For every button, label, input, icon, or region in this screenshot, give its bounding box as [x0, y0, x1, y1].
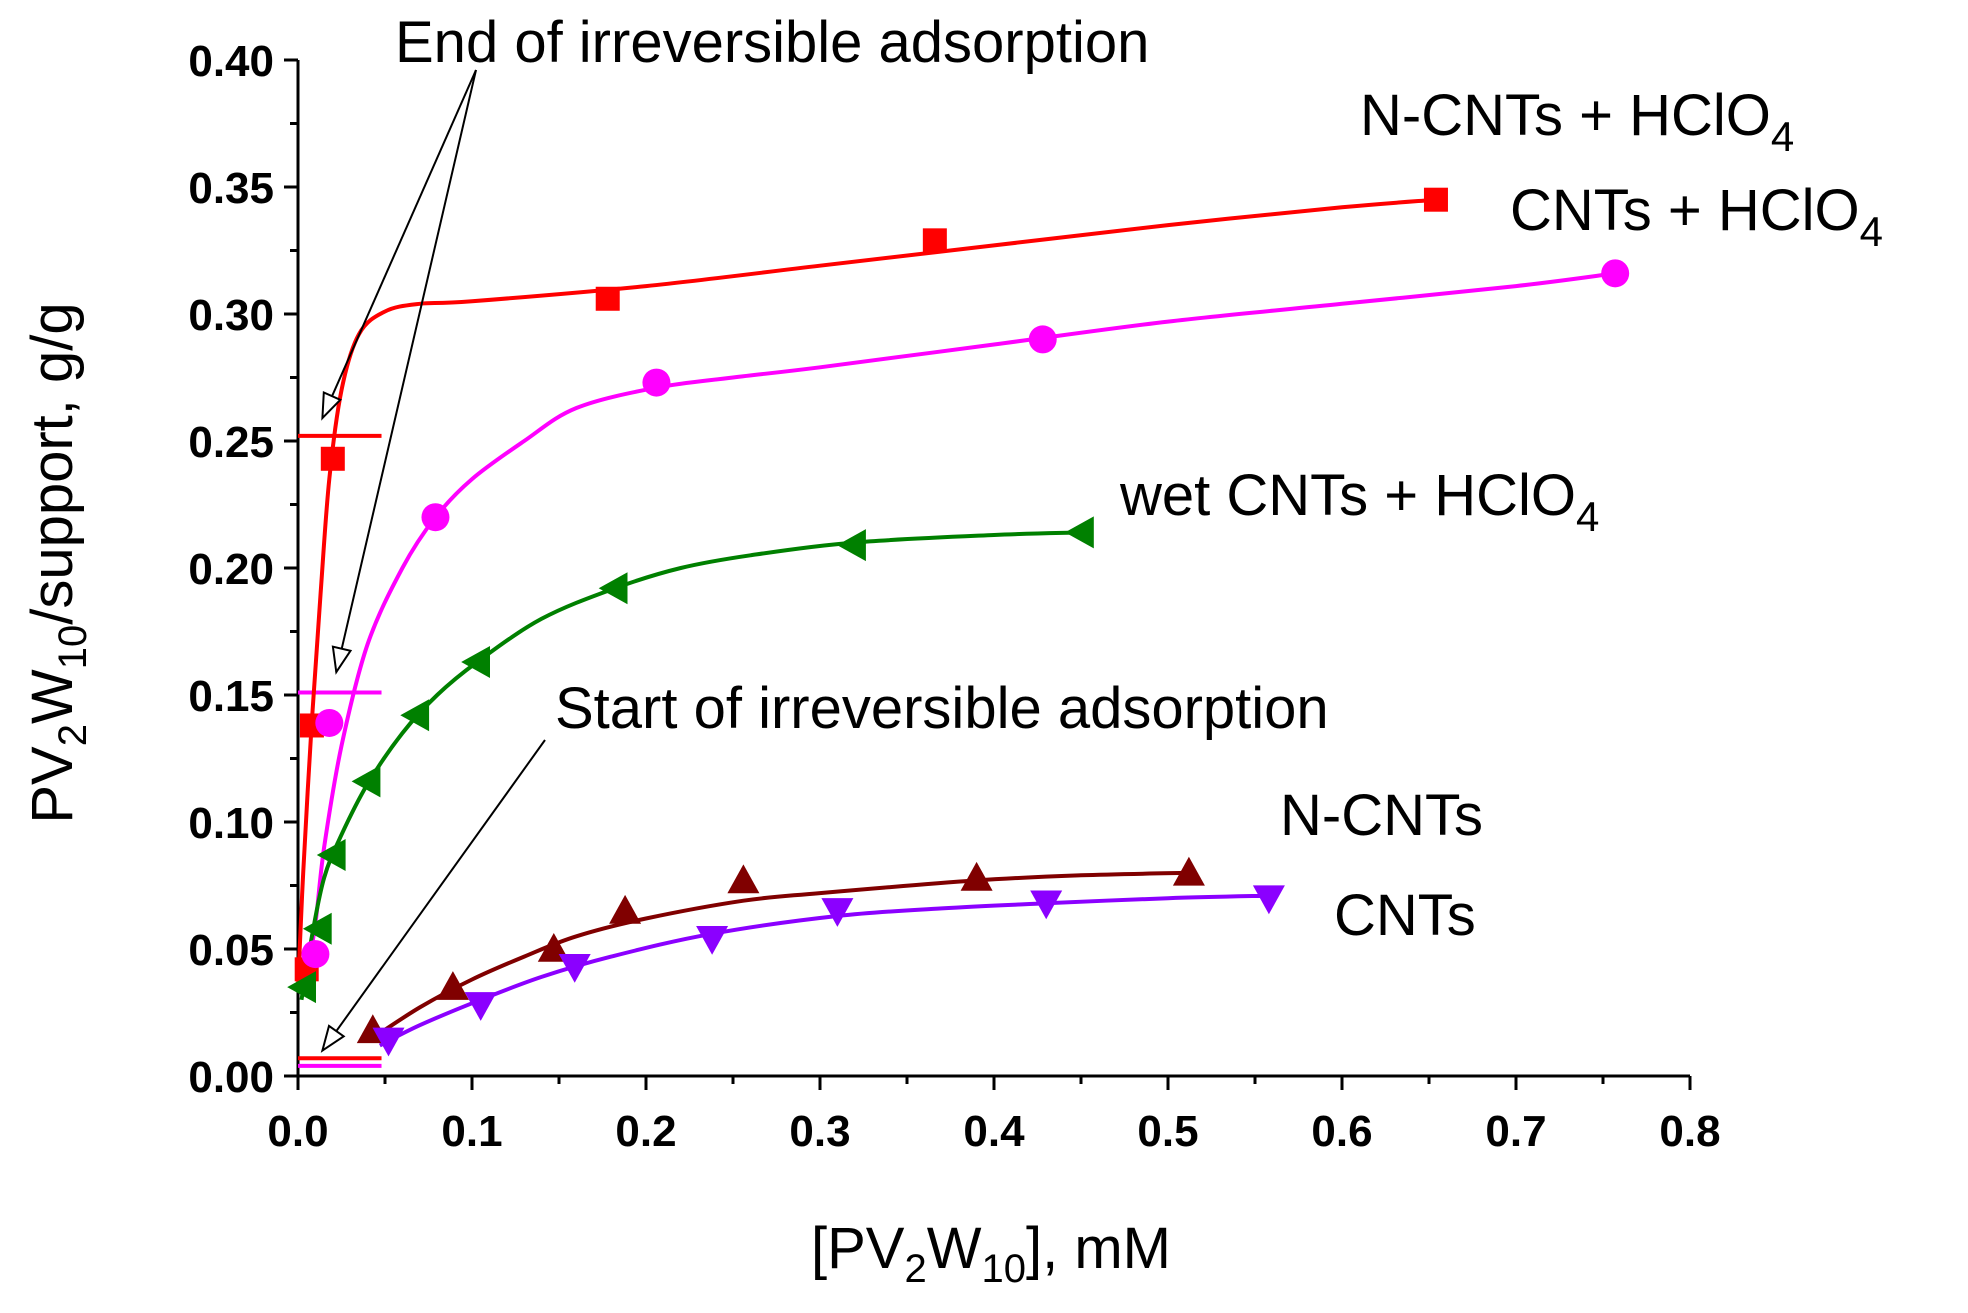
data-point-n-cnts-hclo4 — [320, 446, 345, 471]
fit-curve-n-cnts-hclo4 — [296, 197, 1437, 988]
y-tick-label: 0.20 — [188, 545, 274, 594]
data-point-n-cnts-hclo4 — [922, 228, 947, 253]
series-label-cnts: CNTs — [1334, 883, 1476, 948]
y-tick-label: 0.05 — [188, 926, 274, 975]
data-point-wet-cnts-hclo4 — [302, 912, 332, 945]
data-point-cnts-hclo4 — [315, 708, 344, 737]
data-point-cnts — [696, 926, 729, 955]
data-point-n-cnts-hclo4 — [1423, 187, 1448, 212]
data-point-cnts-hclo4 — [301, 940, 330, 969]
series-label-wet-cnts-hclo4: wet CNTs + HClO4 — [1119, 463, 1599, 540]
data-point-wet-cnts-hclo4 — [461, 646, 490, 678]
data-point-cnts — [1030, 890, 1063, 920]
annotation-start-irreversible: Start of irreversible adsorption — [555, 676, 1329, 741]
data-point-n-cnts — [436, 971, 469, 1000]
x-tick-label: 0.4 — [963, 1107, 1025, 1156]
y-tick-label: 0.00 — [188, 1053, 274, 1102]
x-tick-label: 0.2 — [615, 1107, 676, 1156]
y-tick-label: 0.35 — [188, 164, 274, 213]
data-point-n-cnts — [727, 864, 760, 894]
x-axis-title: [PV2W10], mM — [811, 1216, 1171, 1291]
x-tick-label: 0.0 — [267, 1107, 328, 1156]
data-point-n-cnts — [609, 894, 642, 924]
x-tick-label: 0.8 — [1659, 1107, 1720, 1156]
data-point-cnts — [464, 992, 497, 1021]
y-axis-title: PV2W10/support, g/g — [20, 302, 95, 823]
series-label-n-cnts: N-CNTs — [1280, 783, 1483, 848]
data-point-wet-cnts-hclo4 — [287, 971, 316, 1004]
y-tick-label: 0.10 — [188, 799, 274, 848]
data-point-n-cnts — [960, 861, 993, 891]
data-point-wet-cnts-hclo4 — [837, 529, 866, 562]
data-point-cnts-hclo4 — [421, 503, 450, 532]
y-tick-label: 0.40 — [188, 37, 274, 86]
series-label-cnts-hclo4: CNTs + HClO4 — [1510, 178, 1883, 255]
y-tick-label: 0.15 — [188, 672, 274, 721]
data-point-wet-cnts-hclo4 — [1065, 516, 1094, 549]
x-tick-label: 0.7 — [1485, 1107, 1546, 1156]
data-point-n-cnts-hclo4 — [595, 286, 620, 311]
y-tick-label: 0.30 — [188, 291, 274, 340]
data-point-cnts — [1252, 885, 1285, 915]
x-tick-label: 0.1 — [441, 1107, 502, 1156]
y-tick-label: 0.25 — [188, 418, 274, 467]
fit-curve-n-cnts — [371, 870, 1189, 1040]
data-point-wet-cnts-hclo4 — [598, 572, 628, 605]
x-tick-label: 0.3 — [789, 1107, 850, 1156]
data-point-cnts-hclo4 — [1601, 259, 1630, 288]
x-tick-label: 0.5 — [1137, 1107, 1198, 1156]
data-point-cnts — [372, 1027, 405, 1057]
annotation-end-irreversible: End of irreversible adsorption — [395, 10, 1149, 75]
data-point-cnts — [558, 954, 591, 983]
fit-curve-cnts — [378, 893, 1269, 1048]
fit-curve-wet-cnts-hclo4 — [299, 530, 1082, 1001]
annotation-arrows — [320, 69, 546, 1053]
tick-marks — [284, 58, 1692, 1090]
fit-curve-cnts-hclo4 — [304, 271, 1616, 975]
data-point-cnts-hclo4 — [642, 368, 671, 397]
axes — [296, 60, 1690, 1078]
annotation-arrow — [331, 69, 477, 675]
data-point-n-cnts — [1172, 856, 1205, 886]
data-point-cnts-hclo4 — [1028, 325, 1057, 354]
tick-labels: 0.0 0.1 0.2 0.3 0.4 0.5 0.6 0.7 0.8 0.00 0.05 0.10 0… — [188, 37, 1720, 1156]
data-point-cnts — [821, 898, 854, 927]
data-markers — [287, 187, 1630, 1057]
series-label-n-cnts-hclo4: N-CNTs + HClO4 — [1360, 83, 1794, 160]
data-point-wet-cnts-hclo4 — [316, 839, 346, 871]
data-point-wet-cnts-hclo4 — [400, 699, 430, 732]
x-tick-label: 0.6 — [1311, 1107, 1372, 1156]
annotation-arrow — [321, 69, 477, 421]
data-point-wet-cnts-hclo4 — [351, 765, 381, 798]
annotation-arrow — [320, 739, 546, 1053]
